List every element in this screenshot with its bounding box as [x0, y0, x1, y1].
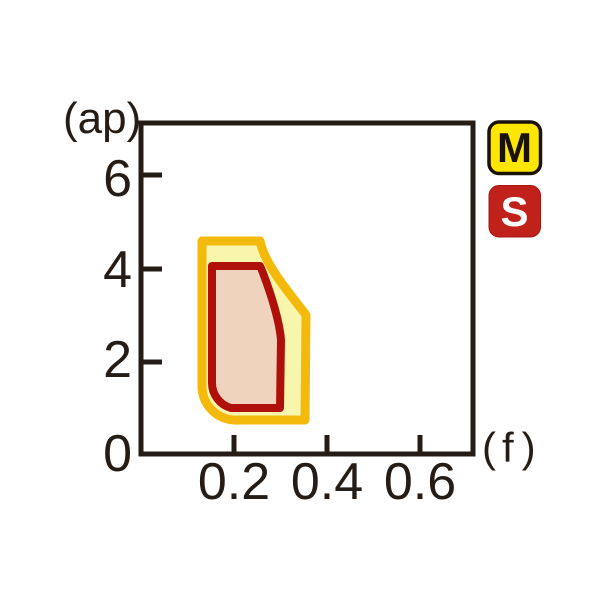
svg-text:0.6: 0.6 [384, 453, 456, 511]
svg-text:S: S [500, 188, 528, 235]
svg-text:0.2: 0.2 [198, 453, 270, 511]
svg-text:0.4: 0.4 [291, 453, 363, 511]
svg-text:6: 6 [103, 150, 132, 208]
svg-text:0: 0 [103, 425, 132, 483]
svg-text:M: M [497, 124, 532, 171]
svg-text:(f): (f) [482, 424, 536, 471]
svg-text:(ap): (ap) [63, 94, 141, 143]
svg-text:2: 2 [103, 331, 132, 389]
svg-text:4: 4 [103, 241, 132, 299]
